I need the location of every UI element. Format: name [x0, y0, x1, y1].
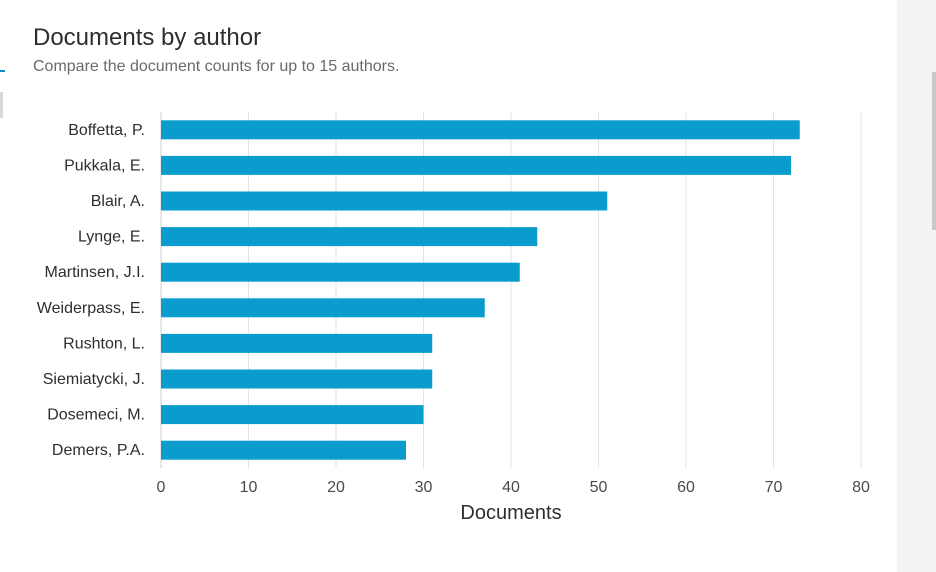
category-label: Pukkala, E.	[64, 157, 145, 174]
right-side-panel	[897, 0, 936, 572]
category-label: Weiderpass, E.	[37, 300, 145, 317]
bar-4	[161, 262, 520, 282]
x-tick-label: 20	[327, 479, 345, 496]
x-tick-label: 0	[157, 479, 166, 496]
category-label: Rushton, L.	[63, 335, 145, 352]
x-tick-label: 70	[765, 479, 783, 496]
left-tab-indicator	[0, 70, 5, 72]
category-label: Siemiatycki, J.	[43, 371, 145, 388]
x-tick-label: 80	[852, 479, 870, 496]
x-tick-label: 10	[240, 479, 258, 496]
x-tick-label: 40	[502, 479, 520, 496]
bar-1	[161, 155, 791, 175]
left-edge-control	[0, 92, 3, 118]
bar-9	[161, 440, 406, 460]
scrollbar-thumb[interactable]	[932, 72, 936, 230]
category-label: Boffetta, P.	[68, 122, 145, 139]
bar-5	[161, 298, 485, 318]
bar-6	[161, 333, 433, 353]
category-label: Martinsen, J.I.	[45, 264, 145, 281]
bar-7	[161, 369, 433, 389]
x-axis-label: Documents	[460, 502, 561, 524]
bar-2	[161, 191, 608, 211]
bar-8	[161, 405, 424, 425]
category-label: Dosemeci, M.	[47, 407, 145, 424]
x-tick-label: 50	[590, 479, 608, 496]
category-label: Blair, A.	[91, 193, 145, 210]
category-label: Demers, P.A.	[52, 442, 145, 459]
chart-title: Documents by author	[33, 24, 262, 51]
chart-subtitle: Compare the document counts for up to 15…	[33, 58, 400, 75]
x-tick-label: 30	[415, 479, 433, 496]
x-tick-label: 60	[677, 479, 695, 496]
bar-3	[161, 227, 538, 247]
bar-0	[161, 120, 800, 140]
category-label: Lynge, E.	[78, 229, 145, 246]
